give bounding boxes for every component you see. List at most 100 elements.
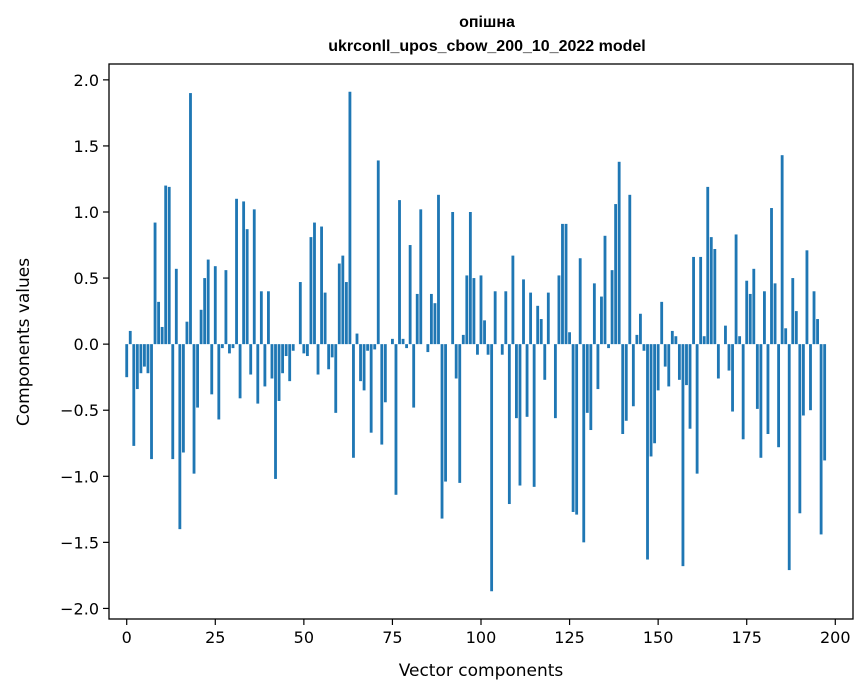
bar-96: [465, 275, 469, 345]
bar-137: [610, 270, 614, 345]
bar-44: [281, 344, 285, 374]
bar-19: [192, 344, 196, 474]
bar-34: [245, 229, 249, 345]
bar-173: [738, 336, 742, 345]
bar-99: [476, 344, 479, 355]
bar-15: [178, 344, 182, 530]
bar-115: [532, 344, 536, 487]
bar-124: [564, 223, 568, 345]
bar-139: [617, 161, 621, 345]
bar-163: [702, 336, 706, 345]
bar-35: [249, 344, 253, 375]
bar-190: [798, 344, 802, 514]
bar-192: [805, 250, 809, 345]
bar-172: [734, 234, 738, 345]
y-tick-label: 2.0: [74, 71, 99, 90]
bar-167: [716, 344, 720, 379]
bar-131: [589, 344, 593, 431]
y-tick-label: 0.0: [74, 335, 99, 354]
bar-182: [770, 208, 773, 345]
y-tick-label: −2.0: [60, 599, 99, 618]
bar-171: [731, 344, 734, 412]
bar-146: [642, 344, 646, 351]
bar-143: [631, 344, 635, 407]
bar-102: [486, 344, 490, 355]
bar-55: [320, 226, 323, 345]
bar-45: [284, 344, 288, 357]
bar-16: [181, 344, 185, 453]
bar-191: [801, 344, 805, 416]
bar-107: [504, 291, 508, 345]
bar-30: [231, 344, 235, 349]
plot-frame: [108, 63, 854, 620]
bar-69: [369, 344, 373, 433]
y-tick-label: 1.5: [74, 137, 99, 156]
bar-142: [628, 194, 632, 345]
x-tick-label: 100: [466, 628, 497, 647]
y-tick-label: 1.0: [74, 203, 99, 222]
bar-17: [185, 321, 189, 345]
bar-81: [412, 344, 416, 408]
bar-161: [695, 344, 699, 474]
bar-73: [383, 344, 387, 403]
bar-2: [132, 344, 136, 446]
bar-12: [167, 186, 171, 345]
bar-110: [515, 344, 518, 419]
bar-148: [649, 344, 653, 457]
y-tick-label: −0.5: [60, 401, 99, 420]
bar-119: [546, 292, 550, 345]
bar-76: [394, 344, 398, 495]
bar-65: [355, 333, 359, 345]
bar-79: [405, 344, 409, 349]
bar-87: [433, 303, 437, 345]
bar-98: [472, 278, 476, 345]
bar-152: [663, 344, 667, 367]
bar-175: [745, 280, 749, 345]
bar-83: [419, 209, 423, 345]
bar-42: [274, 344, 277, 479]
bar-193: [809, 344, 812, 411]
bar-62: [344, 282, 348, 345]
bar-93: [454, 344, 458, 379]
bar-126: [571, 344, 575, 512]
y-tick-label: −1.0: [60, 467, 99, 486]
bar-186: [784, 328, 788, 345]
bar-197: [823, 344, 827, 461]
bar-20: [196, 344, 199, 408]
y-tick-label: 0.5: [74, 269, 99, 288]
bar-49: [298, 282, 302, 345]
bar-46: [288, 344, 292, 382]
bar-86: [429, 293, 433, 345]
bar-24: [210, 344, 214, 395]
bar-150: [656, 344, 660, 391]
bar-149: [653, 344, 657, 444]
bar-77: [398, 200, 401, 345]
bar-23: [206, 259, 210, 345]
bar-7: [150, 344, 153, 460]
bar-121: [553, 344, 557, 419]
bar-90: [444, 344, 447, 482]
bar-122: [557, 275, 561, 345]
bar-25: [213, 266, 217, 345]
bar-103: [490, 344, 494, 592]
x-tick-label: 175: [731, 628, 762, 647]
bar-184: [777, 344, 781, 448]
bar-47: [291, 344, 295, 351]
bar-70: [373, 344, 377, 350]
bar-9: [157, 301, 161, 345]
bar-158: [685, 344, 688, 386]
bar-140: [621, 344, 625, 434]
bar-18: [189, 93, 192, 345]
bar-95: [461, 334, 465, 345]
bar-26: [217, 344, 221, 420]
chart-title: опішна: [459, 14, 515, 31]
bar-178: [755, 344, 759, 409]
bar-151: [660, 301, 664, 345]
bar-58: [330, 344, 334, 358]
bar-22: [203, 278, 207, 345]
bar-111: [518, 344, 522, 486]
bar-3: [135, 344, 139, 390]
bar-72: [380, 344, 384, 445]
x-tick-label: 25: [205, 628, 225, 647]
x-tick-label: 125: [554, 628, 585, 647]
